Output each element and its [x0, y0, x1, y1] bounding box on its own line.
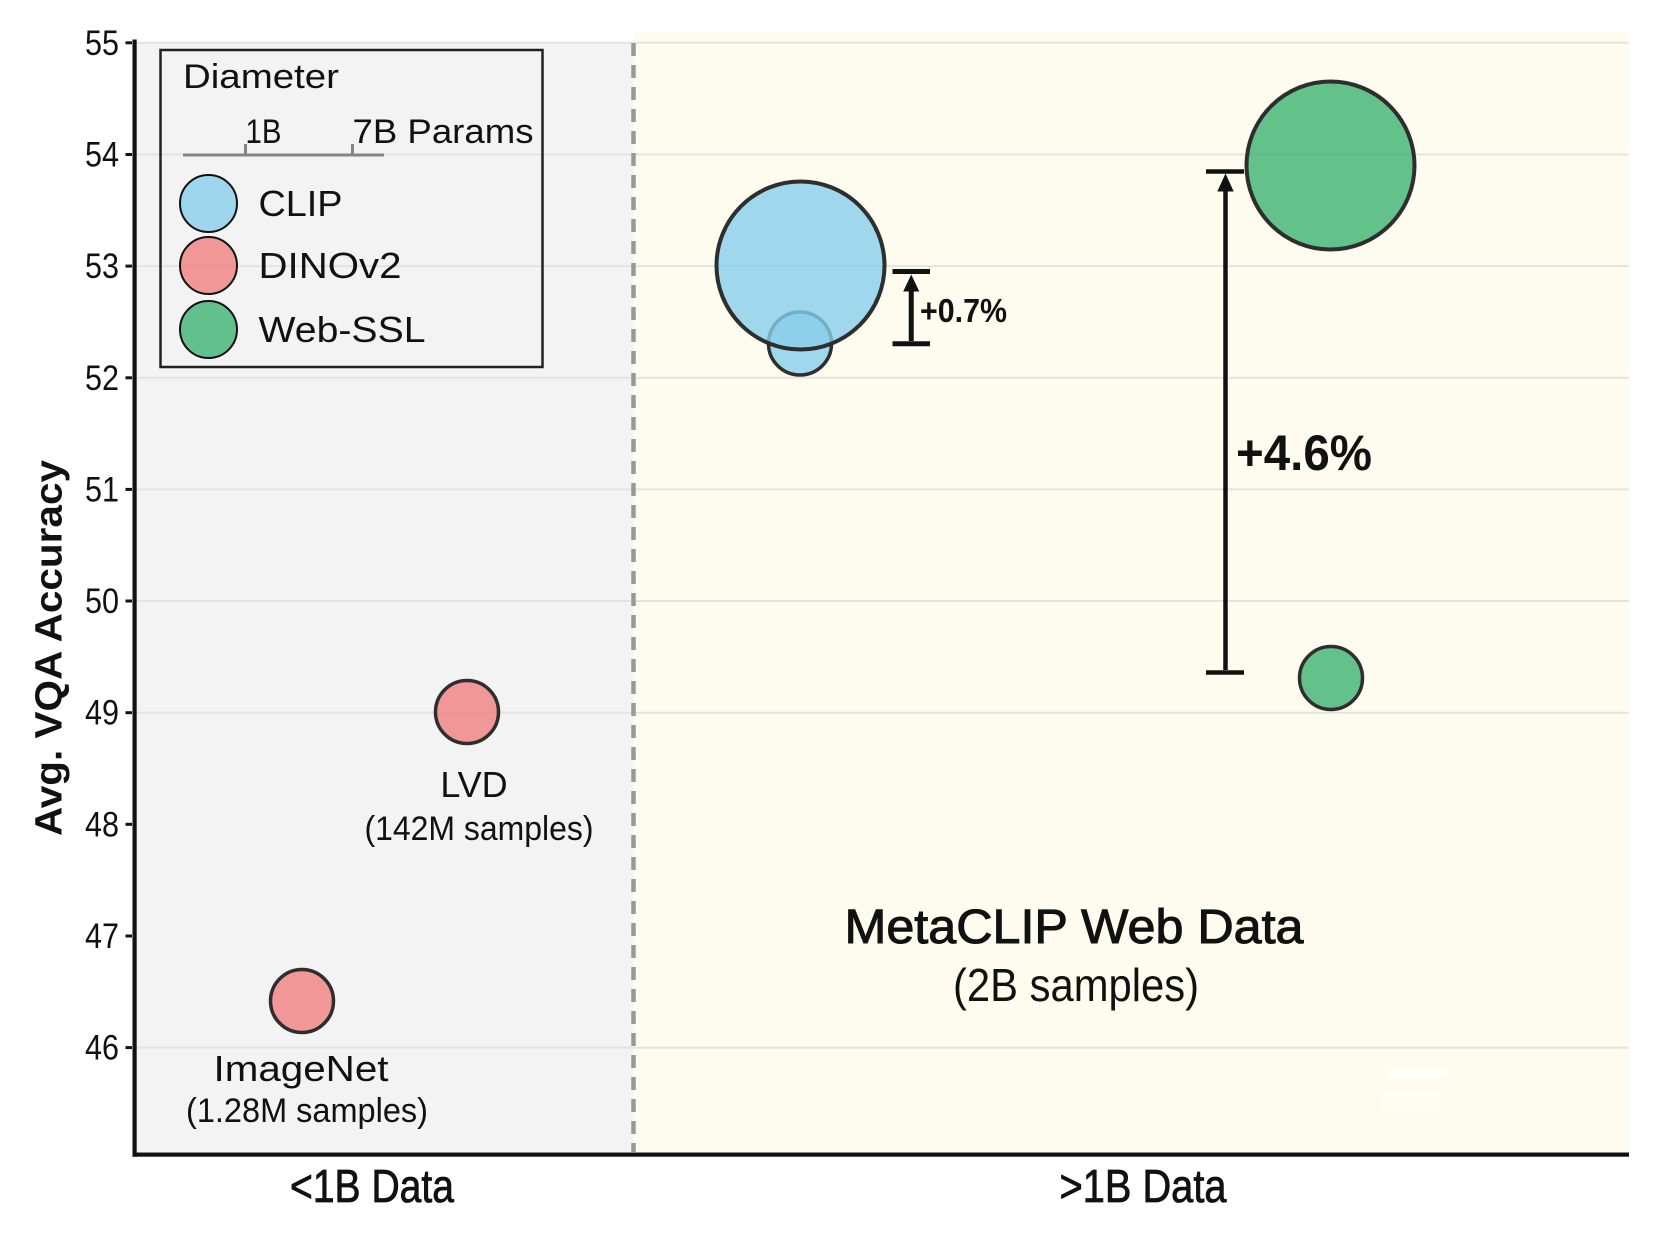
svg-text:+0.7%: +0.7% [920, 292, 1007, 329]
svg-text:Diameter: Diameter [183, 58, 339, 96]
svg-text:(142M samples): (142M samples) [365, 810, 594, 848]
svg-text:CLIP: CLIP [259, 183, 343, 224]
svg-text:MetaCLIP Web Data: MetaCLIP Web Data [845, 901, 1304, 954]
svg-text:54: 54 [85, 136, 119, 175]
svg-text:1B: 1B [246, 113, 282, 151]
svg-text:52: 52 [85, 359, 119, 398]
svg-text:55: 55 [85, 24, 119, 63]
svg-text:47: 47 [85, 917, 119, 956]
svg-text:53: 53 [85, 247, 119, 286]
svg-text:46: 46 [85, 1029, 119, 1068]
svg-text:(2B samples): (2B samples) [953, 959, 1199, 1011]
svg-text:Avg. VQA Accuracy: Avg. VQA Accuracy [29, 460, 71, 836]
svg-text:(1.28M samples): (1.28M samples) [186, 1092, 428, 1130]
svg-text:7B Params: 7B Params [353, 113, 534, 151]
svg-text:ImageNet: ImageNet [214, 1048, 389, 1089]
svg-text:50: 50 [85, 582, 119, 621]
svg-text:LVD: LVD [440, 764, 507, 805]
svg-text:51: 51 [85, 470, 119, 509]
svg-text:49: 49 [85, 694, 119, 733]
svg-text:Web-SSL: Web-SSL [259, 309, 426, 350]
svg-text:DINOv2: DINOv2 [259, 245, 402, 286]
svg-text:<1B Data: <1B Data [290, 1160, 454, 1212]
svg-text:+4.6%: +4.6% [1236, 425, 1372, 481]
svg-text:>1B Data: >1B Data [1060, 1160, 1227, 1212]
svg-text:48: 48 [85, 805, 119, 844]
